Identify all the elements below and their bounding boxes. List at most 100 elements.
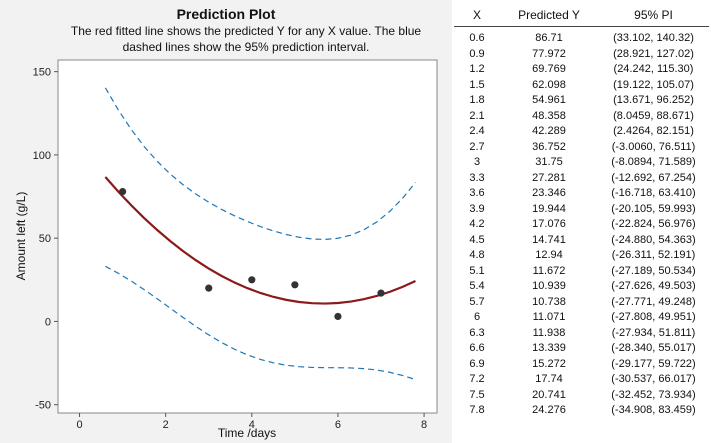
- table-cell-x: 1.5: [469, 78, 485, 91]
- table-cell-x: 5.4: [469, 280, 485, 292]
- table-cell-x: 3.6: [469, 187, 485, 199]
- table-cell-pi: (-8.0894, 71.589): [611, 156, 696, 168]
- y-tick-label: -50: [35, 400, 51, 412]
- table-cell-predicted-y: 13.339: [532, 342, 566, 354]
- table-cell-x: 2.4: [469, 125, 485, 137]
- table-header-predicted-y: Predicted Y: [518, 8, 580, 22]
- table-cell-pi: (-12.692, 67.254): [611, 171, 696, 184]
- table-cell-predicted-y: 10.738: [532, 295, 566, 308]
- table-cell-predicted-y: 42.289: [532, 125, 566, 137]
- table-cell-predicted-y: 62.098: [532, 78, 566, 91]
- table-cell-x: 4.8: [469, 249, 485, 261]
- observed-point: [334, 312, 342, 321]
- table-cell-x: 6.3: [469, 326, 485, 339]
- chart-title: Prediction Plot: [176, 6, 276, 22]
- table-cell-pi: (-34.908, 83.459): [611, 404, 696, 416]
- table-cell-pi: (13.671, 96.252): [613, 94, 694, 106]
- table-cell-predicted-y: 11.672: [532, 264, 566, 277]
- axes-layer: 0 2 4 6 8 -50 0 50 100 150: [33, 67, 428, 431]
- table-cell-pi: (-28.340, 55.017): [611, 342, 696, 354]
- table-cell-pi: (-30.537, 66.017): [611, 373, 696, 385]
- table-cell-x: 3.9: [469, 202, 485, 215]
- table-cell-x: 4.2: [469, 218, 485, 230]
- x-tick-label: 6: [335, 419, 341, 431]
- y-tick-label: 50: [39, 233, 51, 245]
- table-cell-x: 4.5: [469, 233, 485, 246]
- table-cell-pi: (19.122, 105.07): [613, 78, 694, 91]
- observed-point: [377, 289, 385, 297]
- prediction-plot-panel: Prediction Plot The red fitted line show…: [0, 0, 452, 443]
- observed-point: [205, 284, 213, 292]
- table-cell-predicted-y: 77.972: [532, 47, 566, 60]
- table-header-pi: 95% PI: [634, 8, 673, 22]
- x-axis-label: Time /days: [218, 426, 276, 440]
- table-cell-predicted-y: 48.358: [532, 109, 566, 122]
- prediction-table: X Predicted Y 95% PI 0.6 86.71 (33.102, 14…: [452, 0, 711, 443]
- table-cell-predicted-y: 54.961: [532, 94, 566, 106]
- table-cell-predicted-y: 31.75: [535, 156, 563, 168]
- table-cell-pi: (24.242, 115.30): [613, 63, 694, 75]
- table-cell-pi: (-24.880, 54.363): [611, 233, 696, 246]
- table-cell-pi: (-32.452, 73.934): [611, 388, 696, 401]
- y-tick-label: 100: [33, 150, 51, 162]
- table-cell-x: 7.2: [469, 373, 485, 385]
- table-cell-predicted-y: 69.769: [532, 63, 566, 75]
- y-axis-label: Amount left (g/L): [14, 192, 28, 281]
- x-tick-label: 2: [163, 419, 169, 431]
- table-cell-x: 7.5: [469, 388, 485, 401]
- table-cell-predicted-y: 20.741: [532, 388, 566, 401]
- table-cell-pi: (-22.824, 56.976): [611, 218, 696, 230]
- table-cell-pi: (-26.311, 52.191): [611, 249, 696, 261]
- fitted-line: [104, 176, 416, 305]
- table-cell-pi: (28.921, 127.02): [613, 47, 694, 60]
- prediction-interval-lower-line: [105, 265, 416, 381]
- table-cell-x: 1.2: [469, 63, 485, 75]
- table-cell-predicted-y: 11.071: [532, 311, 566, 323]
- table-cell-x: 6: [473, 311, 481, 323]
- marks-layer: [104, 87, 416, 381]
- table-cell-predicted-y: 27.281: [532, 171, 566, 184]
- table-cell-x: 3.3: [469, 171, 485, 184]
- table-cell-pi: (-27.934, 51.811): [611, 326, 696, 339]
- plot-area: [57, 59, 438, 414]
- table-header-rule: [454, 26, 709, 27]
- table-cell-predicted-y: 17.74: [535, 373, 563, 385]
- prediction-interval-upper-line: [104, 87, 416, 241]
- table-cell-pi: (-16.718, 63.410): [611, 187, 696, 199]
- table-cell-pi: (-20.105, 59.993): [611, 202, 696, 215]
- table-cell-predicted-y: 19.944: [532, 202, 566, 215]
- x-tick-label: 0: [76, 419, 82, 431]
- table-cell-x: 5.1: [469, 264, 485, 277]
- table-cell-predicted-y: 17.076: [532, 218, 566, 230]
- table-cell-x: 6.6: [469, 342, 485, 354]
- table-cell-x: 0.9: [469, 47, 485, 60]
- table-cell-predicted-y: 14.741: [532, 233, 566, 246]
- table-cell-pi: (8.0459, 88.671): [613, 109, 694, 122]
- table-cell-pi: (-27.189, 50.534): [611, 264, 696, 277]
- observed-point: [291, 281, 299, 289]
- table-cell-predicted-y: 24.276: [532, 404, 566, 416]
- chart-subtitle: The red fitted line shows the predicted …: [60, 23, 432, 55]
- table-cell-x: 1.8: [469, 94, 485, 106]
- table-cell-predicted-y: 36.752: [532, 140, 566, 153]
- prediction-plot-svg: 0 2 4 6 8 -50 0 50 100 150 Time /days Amount left…: [14, 59, 438, 440]
- observed-point: [119, 187, 127, 196]
- table-cell-x: 6.9: [469, 357, 485, 370]
- table-cell-predicted-y: 11.938: [532, 326, 566, 339]
- table-cell-predicted-y: 86.71: [535, 32, 563, 44]
- observed-point: [248, 276, 256, 284]
- table-cell-x: 3: [473, 156, 481, 168]
- table-cell-pi: (-27.626, 49.503): [611, 280, 696, 292]
- table-cell-x: 0.6: [469, 32, 485, 44]
- table-cell-predicted-y: 15.272: [532, 357, 566, 370]
- table-cell-predicted-y: 10.939: [532, 280, 566, 292]
- chart-subtitle-line-1: The red fitted line shows the predicted …: [70, 24, 422, 38]
- table-cell-predicted-y: 23.346: [532, 187, 566, 199]
- table-cell-pi: (-3.0060, 76.511): [611, 140, 696, 153]
- table-cell-pi: (-27.771, 49.248): [611, 295, 696, 308]
- table-cell-x: 2.1: [469, 109, 485, 122]
- table-cell-x: 7.8: [469, 404, 485, 416]
- y-tick-label: 150: [33, 67, 51, 79]
- x-tick-label: 8: [421, 419, 427, 431]
- table-cell-predicted-y: 12.94: [535, 249, 563, 261]
